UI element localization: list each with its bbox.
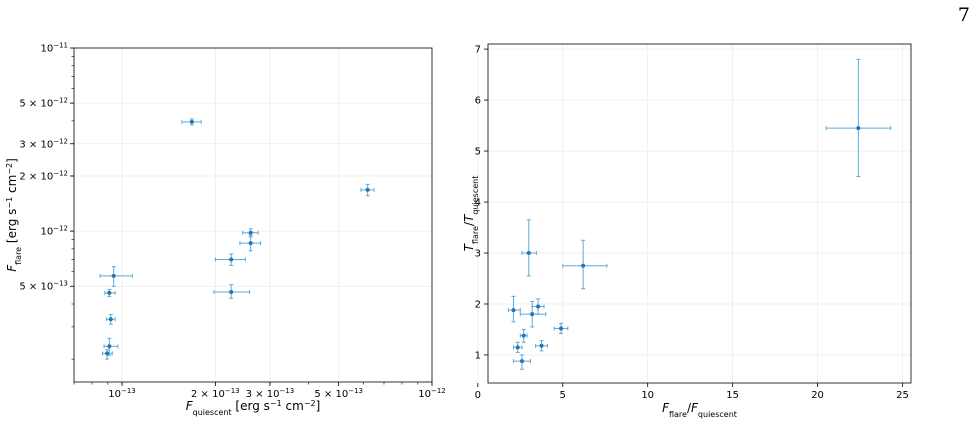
y-tick-label: 5 × 10−13 [19, 280, 68, 293]
y-tick-label: 5 × 10−12 [19, 97, 68, 110]
y-axis-label: Tflare/Tquiescent [462, 176, 480, 252]
data-point [101, 349, 113, 360]
data-point [242, 228, 259, 238]
y-tick-label: 4 [475, 198, 481, 209]
x-tick-label: 15 [726, 390, 739, 401]
page-number: 7 [957, 4, 970, 26]
point-marker [521, 333, 526, 338]
data-point [512, 341, 523, 353]
point-marker [856, 126, 861, 131]
y-tick-label: 6 [475, 96, 481, 107]
x-tick-label: 5 [560, 390, 566, 401]
data-point [239, 234, 262, 252]
point-marker [526, 251, 531, 256]
chart-flare-vs-quiescent-flux: 10−13 2 × 10−13 3 × 10−13 5 × 10−13 10−12 5 ×… [5, 42, 446, 417]
point-marker [108, 317, 113, 322]
point-marker [229, 290, 234, 295]
data-point [553, 322, 569, 335]
x-tick-label: 10−13 [108, 387, 136, 400]
point-marker [107, 290, 112, 295]
x-tick-label: 5 × 10−13 [314, 387, 363, 400]
point-marker [581, 263, 586, 268]
point-marker [105, 351, 110, 356]
y-tick-label: 2 × 10−12 [19, 169, 68, 182]
data-point [512, 354, 531, 370]
data-point [360, 183, 375, 197]
y-tick-label: 3 [475, 249, 481, 260]
chart-temperature-ratio-vs-flux-ratio: 0 5 10 15 20 25 1 2 3 4 5 6 7 Fflare/Fquiescent Tflare… [462, 43, 912, 419]
data-point [825, 58, 892, 178]
data-point [562, 239, 608, 290]
x-tick-label: 25 [896, 390, 909, 401]
x-tick-label: 10 [641, 390, 654, 401]
y-tick-label: 1 [475, 350, 481, 361]
point-marker [519, 359, 524, 364]
plot-frame [73, 47, 433, 383]
y-tick-label: 10−11 [40, 42, 68, 55]
y-axis-label: Fflare [erg s−1 cm−2] [5, 158, 23, 272]
data-point [521, 219, 537, 277]
x-tick-label: 3 × 10−13 [246, 387, 295, 400]
point-marker [189, 119, 194, 124]
data-point [531, 298, 545, 315]
point-marker [111, 273, 116, 278]
point-marker [107, 344, 112, 349]
x-tick-label: 0 [475, 390, 481, 401]
data-point [519, 328, 528, 343]
x-tick-label: 10−12 [418, 387, 446, 400]
point-marker [539, 343, 544, 348]
point-marker [515, 345, 520, 350]
point-marker [365, 187, 370, 192]
data-point [519, 300, 547, 328]
y-tick-label: 7 [475, 45, 481, 56]
point-marker [559, 326, 564, 331]
x-tick-label: 20 [811, 390, 824, 401]
point-marker [536, 304, 541, 309]
data-point [105, 314, 116, 325]
y-tick-label: 2 [475, 299, 481, 310]
data-point [99, 266, 133, 287]
y-tick-label: 10−12 [40, 225, 68, 238]
data-point [507, 295, 521, 323]
point-marker [248, 230, 253, 235]
data-point [535, 340, 548, 352]
point-marker [248, 241, 253, 246]
y-tick-label: 5 [475, 147, 481, 158]
data-point [213, 284, 251, 299]
data-point [104, 288, 116, 297]
y-tick-label: 3 × 10−12 [19, 137, 68, 150]
x-tick-label: 2 × 10−13 [191, 387, 240, 400]
x-axis-label: Fflare/Fquiescent [662, 401, 737, 419]
data-point [103, 337, 119, 356]
plot-frame [487, 43, 912, 384]
point-marker [530, 312, 535, 317]
point-marker [511, 308, 516, 313]
x-axis-label: Fquiescent [erg s−1 cm−2] [186, 399, 321, 417]
data-point [181, 118, 202, 126]
data-point [214, 253, 246, 266]
point-marker [229, 257, 234, 262]
